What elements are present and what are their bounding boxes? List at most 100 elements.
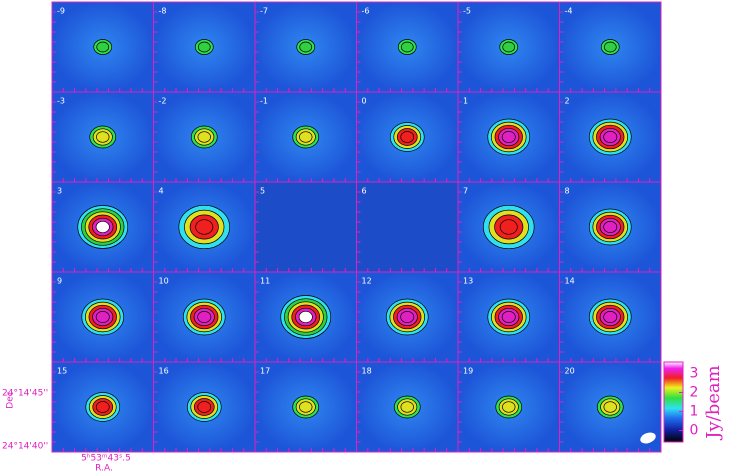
channel-label: 19 xyxy=(463,367,473,376)
channel-label: 18 xyxy=(362,367,372,376)
emission-contour xyxy=(197,401,212,413)
emission-contour xyxy=(299,131,313,143)
channel-label: -8 xyxy=(159,7,167,16)
channel-label: 9 xyxy=(57,277,62,286)
channel-label: 0 xyxy=(362,97,367,106)
panel: 10 xyxy=(153,271,256,363)
emission-contour xyxy=(501,311,516,323)
emission-contour xyxy=(400,401,414,413)
panel: 14 xyxy=(559,271,662,363)
dec-label: Dec xyxy=(6,391,16,408)
emission-contour xyxy=(501,131,516,143)
emission-contour xyxy=(502,41,516,53)
panel: -4 xyxy=(559,1,662,93)
channel-label: -4 xyxy=(565,7,573,16)
ra-label: R.A. xyxy=(95,464,113,472)
channel-label: -2 xyxy=(159,97,167,106)
channel-label: 6 xyxy=(362,187,367,196)
beam xyxy=(640,432,656,444)
panel: 11 xyxy=(254,271,357,363)
emission-contour xyxy=(197,41,211,53)
panel: 16 xyxy=(153,361,256,453)
colorbar-tick-label: 3 xyxy=(690,365,699,381)
channel-label: 3 xyxy=(57,187,62,196)
panel: 15 xyxy=(51,361,154,453)
panel: 18 xyxy=(356,361,459,453)
channel-label: -9 xyxy=(57,7,65,16)
panel: 5 xyxy=(254,181,357,273)
emission-contour xyxy=(299,401,313,413)
channel-label: 15 xyxy=(57,367,67,376)
dec-tick-label: 24°14'45'' xyxy=(2,389,48,399)
channel-label: -3 xyxy=(57,97,65,106)
panel: 19 xyxy=(457,361,560,453)
colorbar-label: Jy/beam xyxy=(703,365,724,440)
channel-label: -6 xyxy=(362,7,370,16)
panel: -6 xyxy=(356,1,459,93)
panel: 13 xyxy=(457,271,560,363)
channel-label: -5 xyxy=(463,7,471,16)
panel: 3 xyxy=(51,181,154,273)
panel: 9 xyxy=(51,271,154,363)
emission-contour xyxy=(96,131,110,143)
emission-contour xyxy=(95,401,110,413)
channel-label: 5 xyxy=(260,187,265,196)
channel-label: -7 xyxy=(260,7,268,16)
panel: -5 xyxy=(457,1,560,93)
emission-contour xyxy=(197,131,211,143)
panel: -7 xyxy=(254,1,357,93)
emission-contour xyxy=(195,219,214,235)
panel: 12 xyxy=(356,271,459,363)
channel-label: 2 xyxy=(565,97,570,106)
channel-label: 8 xyxy=(565,187,570,196)
panel: -2 xyxy=(153,91,256,183)
panel: 0 xyxy=(356,91,459,183)
emission-contour xyxy=(603,311,618,323)
emission-contour xyxy=(400,41,414,53)
emission-contour xyxy=(298,310,313,324)
panel: 7 xyxy=(457,181,560,273)
channel-label: 14 xyxy=(565,277,575,286)
panel: 2 xyxy=(559,91,662,183)
colorbar-tick-label: 1 xyxy=(690,404,699,420)
emission-contour xyxy=(95,311,110,323)
panel: -3 xyxy=(51,91,154,183)
panel-background xyxy=(255,182,357,272)
colorbar xyxy=(663,361,684,443)
channel-label: 1 xyxy=(463,97,468,106)
channel-label: 4 xyxy=(159,187,164,196)
panel-background xyxy=(356,182,458,272)
channel-label: 13 xyxy=(463,277,473,286)
channel-label: 10 xyxy=(159,277,169,286)
emission-contour xyxy=(400,131,415,143)
colorbar-tick-label: 0 xyxy=(690,423,699,439)
channel-label: 7 xyxy=(463,187,468,196)
emission-contour xyxy=(96,41,110,53)
channel-label: -1 xyxy=(260,97,268,106)
panel: -1 xyxy=(254,91,357,183)
dec-tick-label: 24°14'40'' xyxy=(2,442,48,452)
emission-contour xyxy=(400,311,415,323)
emission-contour xyxy=(95,220,110,234)
panel: -8 xyxy=(153,1,256,93)
emission-contour xyxy=(197,311,212,323)
panel: 8 xyxy=(559,181,662,273)
ra-tick-label: 5ʰ53ᵐ43ˢ.5 xyxy=(81,454,131,464)
channel-label: 16 xyxy=(159,367,169,376)
colorbar-tick-label: 2 xyxy=(690,384,699,400)
emission-contour xyxy=(603,41,617,53)
emission-contour xyxy=(603,401,617,413)
emission-contour xyxy=(499,219,518,235)
emission-contour xyxy=(299,41,313,53)
channel-label: 17 xyxy=(260,367,270,376)
emission-contour xyxy=(502,401,516,413)
panel-frame xyxy=(559,361,662,453)
panel: 1 xyxy=(457,91,560,183)
channel-label: 20 xyxy=(565,367,575,376)
emission-contour xyxy=(603,221,618,233)
panel: -9 xyxy=(51,1,154,93)
channel-label: 12 xyxy=(362,277,372,286)
panel: 4 xyxy=(153,181,256,273)
panel: 6 xyxy=(356,181,459,273)
